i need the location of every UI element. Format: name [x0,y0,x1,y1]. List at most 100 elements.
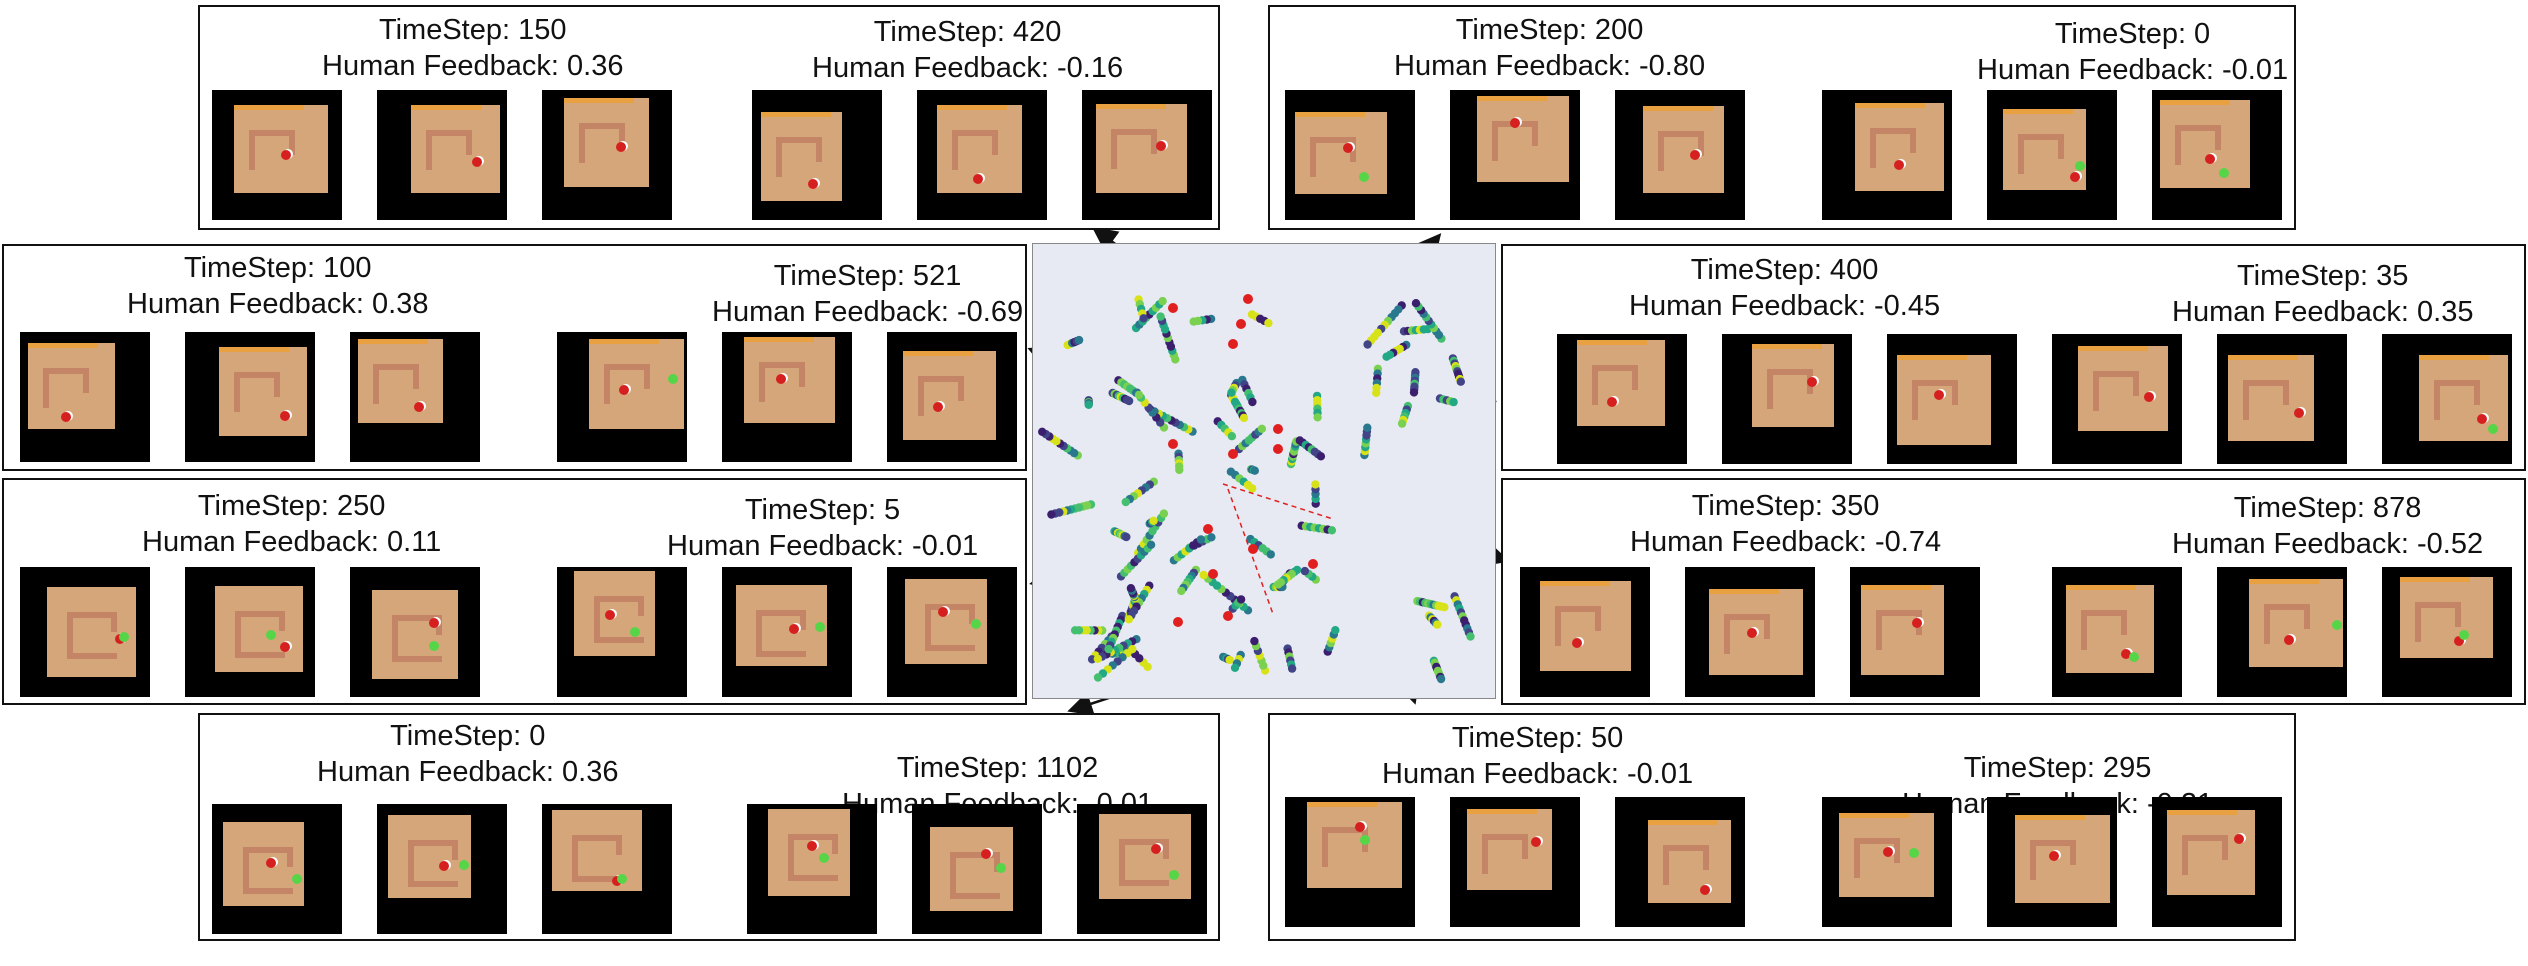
highlighted-point [1273,424,1283,434]
gridworld-frame [1887,334,2017,464]
goal-ball [429,641,439,651]
goal-ball [459,860,469,870]
wall-segment [969,604,975,624]
embedding-point [1227,388,1236,397]
wall-segment [1163,839,1169,859]
wall-segment [1854,838,1860,878]
wall-segment [756,610,762,655]
timestep-text: TimeStep: 250 [197,490,386,522]
gridworld-frame [1722,334,1852,464]
embedding-point [1248,397,1257,407]
wall-segment [918,376,963,382]
wall-highlight [1839,813,1909,818]
wall-segment [759,362,765,402]
wall-segment [235,611,285,617]
room-floor [2228,355,2314,441]
human-feedback-text: Human Feedback: -0.01 [667,530,979,562]
wall-segment [67,653,117,659]
agent-ball [1572,638,1582,648]
wall-segment [426,130,432,170]
wall-segment [67,612,73,657]
highlighted-point [1168,439,1178,449]
embedding-point [1126,584,1136,593]
gridworld-frame [722,332,852,462]
gridworld-frame [377,804,507,934]
human-feedback-text: Human Feedback: 0.36 [322,50,624,82]
wall-segment [776,137,782,177]
wall-segment [2215,125,2221,150]
wall-segment [800,610,806,630]
embedding-point [1316,452,1326,461]
timestep-text: TimeStep: 400 [1690,254,1879,286]
wall-segment [279,611,285,631]
gridworld-frame [212,804,342,934]
wall-segment [1111,129,1156,135]
room-floor [1855,103,1944,191]
human-feedback-text: Human Feedback: -0.74 [1630,526,1942,558]
room-floor [744,337,835,423]
wall-segment [1592,365,1598,405]
wall-segment [2030,840,2075,846]
wall-segment [243,888,293,894]
wall-segment [638,596,644,616]
goal-ball [2129,652,2139,662]
agent-ball [605,610,615,620]
room-floor [1467,809,1552,890]
wall-segment [832,834,838,854]
wall-highlight [1540,581,1610,586]
embedding-point [1139,314,1148,323]
wall-segment [2264,604,2270,644]
human-feedback-text: Human Feedback: 0.38 [127,288,429,320]
gridworld-frame [722,567,852,697]
human-feedback-text: Human Feedback: 0.36 [317,756,619,788]
agent-ball [281,150,291,160]
embedding-point [1274,580,1283,589]
gridworld-frame [20,332,150,462]
wall-segment [436,615,442,635]
embedding-point [1104,644,1113,654]
gridworld-frame [1077,804,1207,934]
wall-segment [2243,380,2288,386]
wall-segment [604,364,610,404]
agent-ball [266,858,276,868]
wall-highlight [1477,96,1547,101]
wall-segment [1350,137,1356,162]
wall-segment [619,123,625,148]
timestep-text: TimeStep: 5 [744,494,901,526]
wall-segment [1555,606,1561,646]
wall-segment [2175,125,2220,131]
highlighted-point [1173,617,1183,627]
gridworld-frame [185,567,315,697]
wall-segment [373,364,418,370]
embedding-scatter-plot [1032,243,1496,699]
wall-segment [2070,840,2076,865]
wall-segment [2415,602,2421,642]
agent-ball [1690,150,1700,160]
wall-segment [1910,128,1916,153]
wall-segment [756,610,806,616]
wall-segment [1876,610,1882,650]
room-floor [2066,585,2154,673]
wall-highlight [589,339,659,344]
wall-segment [408,840,458,846]
gridworld-frame [2152,90,2282,220]
wall-segment [925,604,975,610]
embedding-point [1456,377,1465,386]
wall-segment [408,881,458,887]
timestep-text: TimeStep: 295 [1963,752,2152,784]
panel-p8: TimeStep: 50 Human Feedback: -0.01 TimeSte… [1268,713,2296,941]
embedding-point [1159,509,1169,518]
wall-segment [572,835,578,880]
agent-ball [1151,844,1161,854]
wall-highlight [2160,100,2230,105]
room-floor [2160,100,2250,188]
wall-segment [616,835,622,855]
agent-ball [1912,618,1922,628]
wall-highlight [1096,104,1166,109]
human-feedback-text: Human Feedback: -0.45 [1629,290,1941,322]
wall-highlight [1467,809,1537,814]
wall-segment [759,362,804,368]
gridworld-frame [20,567,150,697]
embedding-point [1175,465,1184,475]
room-floor [219,347,307,436]
